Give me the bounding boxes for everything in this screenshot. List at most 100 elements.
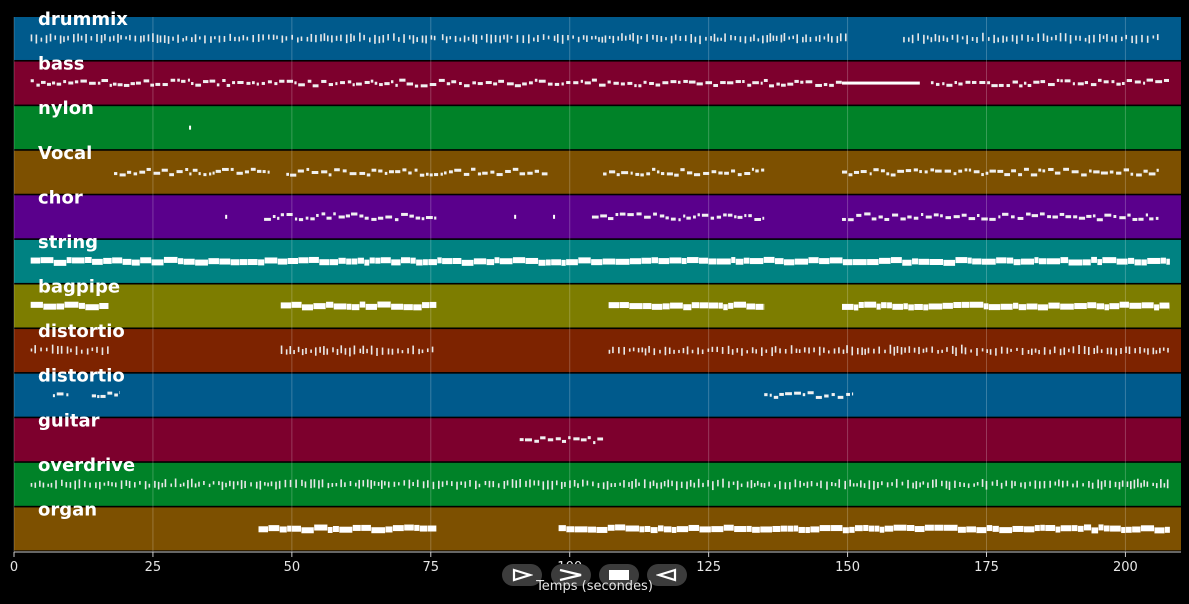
note	[258, 259, 265, 266]
note	[355, 482, 357, 487]
note	[395, 170, 401, 174]
note	[842, 527, 849, 534]
chevron-right-icon	[559, 568, 582, 582]
note	[1116, 171, 1122, 175]
note	[65, 482, 68, 488]
stop-button[interactable]	[599, 564, 639, 586]
note	[979, 81, 986, 85]
note	[216, 83, 220, 87]
note	[1149, 217, 1154, 221]
note	[350, 33, 352, 42]
note	[305, 347, 307, 354]
note	[659, 214, 665, 218]
note	[391, 80, 394, 84]
note	[1083, 524, 1092, 531]
note	[96, 346, 98, 353]
note	[432, 481, 435, 490]
note	[36, 83, 40, 87]
note	[318, 480, 320, 489]
note	[1012, 525, 1024, 532]
note	[1031, 214, 1039, 218]
note	[867, 347, 870, 354]
note	[716, 346, 719, 353]
note	[107, 481, 110, 486]
rewind-button[interactable]	[647, 564, 687, 586]
note	[907, 37, 910, 42]
note	[991, 84, 998, 88]
note	[746, 481, 749, 488]
note	[68, 81, 74, 85]
note	[1043, 347, 1046, 355]
note	[930, 37, 933, 43]
note	[842, 349, 845, 354]
note	[784, 482, 787, 490]
note	[425, 35, 427, 44]
note	[125, 480, 128, 487]
note	[803, 347, 806, 353]
note	[485, 33, 488, 43]
note	[1002, 212, 1009, 216]
note	[294, 217, 298, 221]
note	[623, 480, 625, 488]
note	[831, 36, 833, 43]
note	[97, 395, 100, 399]
note	[1016, 347, 1018, 351]
note	[99, 481, 101, 490]
note	[161, 168, 168, 172]
note	[1143, 169, 1148, 173]
note	[111, 482, 113, 487]
note	[584, 81, 591, 85]
note	[1071, 525, 1078, 532]
note	[146, 167, 151, 171]
note	[114, 393, 118, 397]
note	[122, 258, 132, 265]
note	[1069, 34, 1072, 44]
note	[69, 482, 72, 488]
note	[607, 524, 615, 531]
note	[751, 167, 754, 171]
note	[683, 79, 688, 83]
note	[1138, 217, 1144, 221]
note	[620, 82, 625, 86]
note	[270, 481, 273, 487]
note	[35, 34, 38, 44]
note	[608, 302, 620, 309]
note	[441, 34, 444, 41]
play-button[interactable]	[502, 564, 542, 586]
note	[1048, 167, 1054, 171]
note	[1089, 169, 1092, 173]
note-sustained	[842, 81, 920, 85]
note	[534, 78, 538, 82]
note	[965, 80, 971, 84]
note	[199, 36, 201, 40]
note	[827, 350, 830, 354]
note	[1027, 349, 1030, 354]
note	[608, 349, 611, 354]
note	[602, 258, 616, 265]
note	[442, 258, 453, 265]
note	[310, 217, 315, 221]
note	[619, 212, 626, 216]
note	[232, 481, 235, 490]
note	[637, 347, 640, 353]
note	[300, 36, 303, 41]
note	[727, 81, 734, 85]
note	[1134, 259, 1141, 266]
note	[667, 479, 670, 488]
note	[794, 479, 797, 488]
note	[631, 481, 633, 489]
note	[625, 525, 640, 532]
note	[998, 215, 1001, 219]
note	[652, 480, 655, 487]
note	[190, 478, 193, 488]
note	[976, 37, 978, 43]
note	[907, 479, 909, 489]
note	[1012, 80, 1018, 84]
note	[987, 81, 991, 85]
note	[892, 303, 904, 310]
note	[724, 33, 726, 42]
note	[506, 34, 509, 43]
forward-button[interactable]	[551, 564, 591, 586]
note	[1104, 213, 1112, 217]
note	[538, 79, 546, 83]
